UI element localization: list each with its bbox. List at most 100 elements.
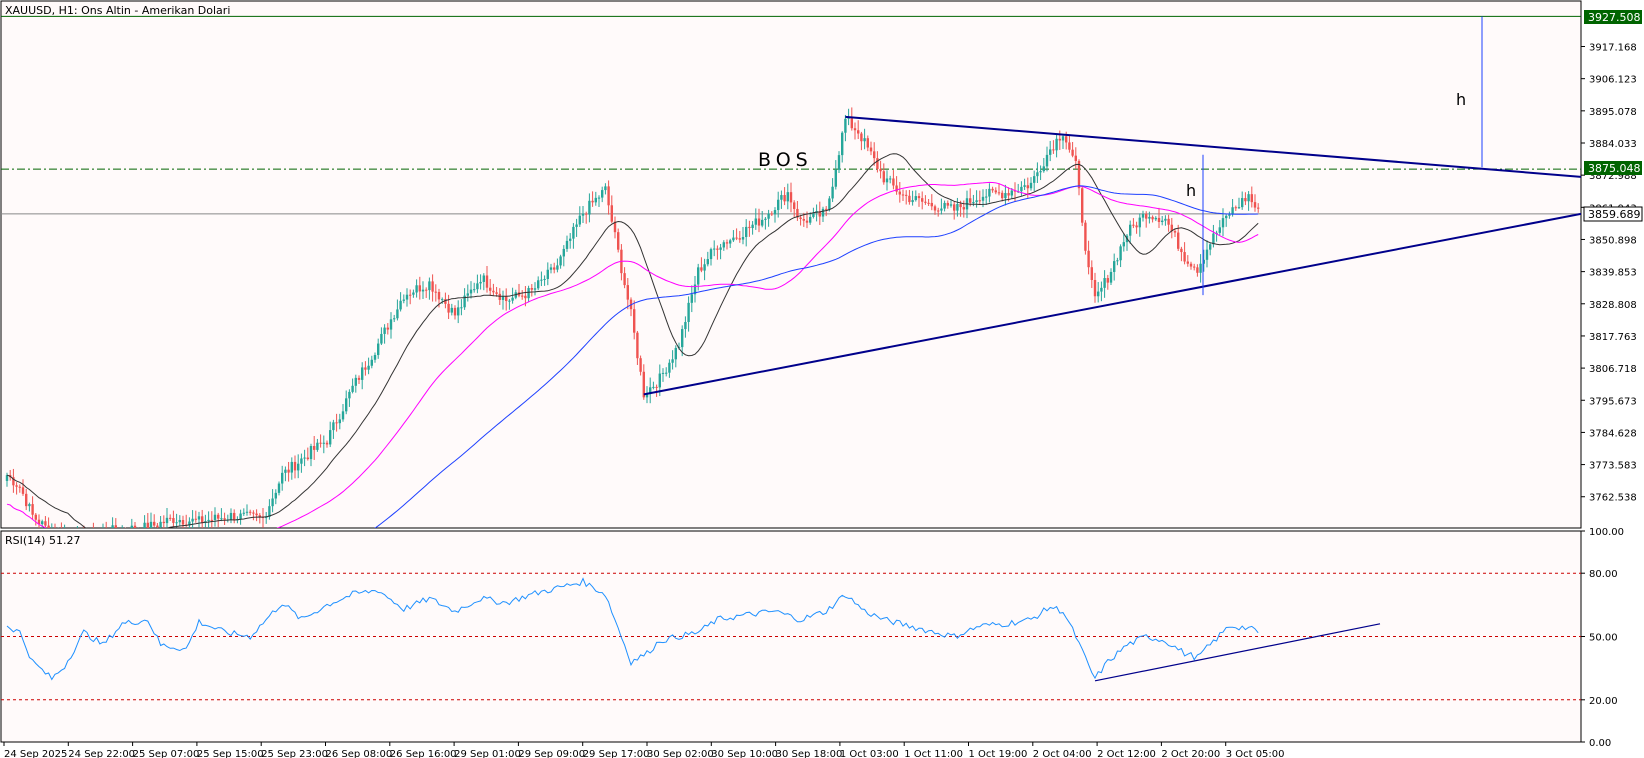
candle xyxy=(601,190,604,198)
candle xyxy=(370,359,373,366)
lower-trendline[interactable] xyxy=(643,212,1581,396)
candle xyxy=(341,411,345,420)
candle xyxy=(793,202,796,209)
candle xyxy=(44,521,47,526)
candle xyxy=(604,186,607,191)
candle xyxy=(149,521,153,528)
candle xyxy=(306,457,309,460)
candle xyxy=(821,208,825,217)
candle xyxy=(905,194,908,196)
candle xyxy=(466,293,469,296)
candle xyxy=(1151,216,1154,220)
candle xyxy=(425,289,428,291)
rsi-line[interactable] xyxy=(6,577,1259,681)
candle xyxy=(738,238,741,240)
candle xyxy=(434,291,437,293)
candle xyxy=(133,525,137,528)
candle xyxy=(1196,267,1199,273)
candle xyxy=(309,446,313,460)
candle xyxy=(1087,250,1090,268)
candle xyxy=(364,367,367,370)
candle xyxy=(1154,217,1157,220)
candle xyxy=(268,506,271,517)
candle xyxy=(917,196,921,199)
candle xyxy=(453,307,457,316)
rsi-trendline[interactable] xyxy=(1094,623,1381,682)
candle xyxy=(866,138,869,148)
candle xyxy=(338,419,341,424)
candle xyxy=(1029,182,1033,189)
candle xyxy=(351,385,354,392)
candle xyxy=(1170,224,1173,232)
candle xyxy=(617,232,620,250)
candle xyxy=(485,275,489,288)
candle xyxy=(684,321,687,330)
candle xyxy=(1103,278,1106,288)
candle xyxy=(130,525,133,528)
candle xyxy=(412,292,415,295)
candle xyxy=(37,519,41,525)
time-tick-label: 3 Oct 05:00 xyxy=(1226,749,1285,758)
candle xyxy=(1202,259,1205,264)
candle xyxy=(985,196,988,198)
candle xyxy=(636,332,639,359)
candle xyxy=(345,398,348,412)
candle xyxy=(997,192,1001,194)
candle xyxy=(482,275,485,282)
candle xyxy=(332,422,335,431)
rsi-tick-label: 0.00 xyxy=(1589,738,1611,749)
candle xyxy=(1036,172,1039,177)
price-tick-label: 3872.988 xyxy=(1589,171,1637,182)
candle xyxy=(1004,193,1007,199)
candle xyxy=(991,188,994,191)
candle xyxy=(1237,207,1241,209)
candle xyxy=(956,203,959,211)
price-pane[interactable] xyxy=(0,0,1582,529)
candle xyxy=(565,240,569,249)
candle xyxy=(162,521,165,524)
candle xyxy=(1183,252,1186,262)
candle xyxy=(901,194,905,196)
candle xyxy=(1129,224,1132,236)
candle xyxy=(553,267,556,270)
rsi-tick-label: 50.00 xyxy=(1589,633,1618,644)
bos-price-label: 3875.048 xyxy=(1588,162,1641,175)
candle xyxy=(460,307,463,309)
candle xyxy=(293,461,297,471)
sma-20-line[interactable] xyxy=(6,153,1259,535)
price-tick-label: 3784.628 xyxy=(1589,428,1637,439)
candle xyxy=(914,196,917,201)
candle xyxy=(396,309,399,319)
candle xyxy=(764,218,767,220)
candle xyxy=(751,224,754,229)
sma-100-line[interactable] xyxy=(7,185,1259,591)
candle xyxy=(476,283,479,290)
candle xyxy=(501,296,505,300)
candle xyxy=(418,285,421,292)
candle xyxy=(761,219,764,226)
candle xyxy=(1065,136,1068,143)
time-tick-label: 26 Sep 08:00 xyxy=(326,749,393,758)
candle xyxy=(540,279,543,281)
time-tick-label: 30 Sep 10:00 xyxy=(711,749,778,758)
candle xyxy=(1109,271,1113,283)
candle xyxy=(745,226,748,238)
candle xyxy=(911,200,914,203)
candle xyxy=(143,522,146,528)
candle xyxy=(674,347,677,360)
candle xyxy=(239,513,242,520)
candle xyxy=(1250,194,1253,203)
candle xyxy=(1231,207,1234,215)
upper-trendline[interactable] xyxy=(845,115,1581,178)
candle xyxy=(876,158,879,169)
candle xyxy=(316,442,319,450)
target-price-tag: 3927.508 xyxy=(1584,10,1642,24)
candle xyxy=(924,201,927,203)
candle xyxy=(879,168,882,172)
candle xyxy=(732,237,735,241)
sma-50-line[interactable] xyxy=(6,181,1259,544)
candle xyxy=(895,185,898,192)
candle xyxy=(533,288,537,290)
candle xyxy=(789,192,793,203)
